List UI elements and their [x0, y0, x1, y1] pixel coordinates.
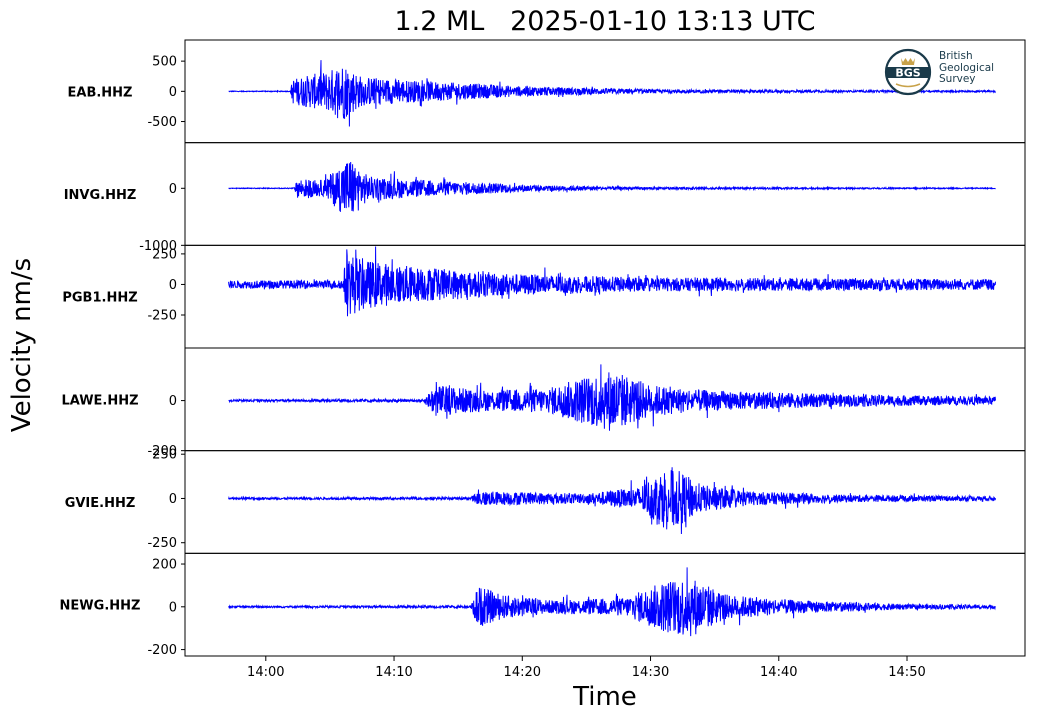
waveform-series — [228, 567, 996, 637]
chart-title: 1.2 ML 2025-01-10 13:13 UTC — [394, 6, 816, 37]
waveform-series — [228, 246, 996, 317]
x-tick-label: 14:20 — [504, 665, 541, 680]
panel-eab-hhz: 500 0 -500 EAB.HHZ — [68, 39, 1026, 144]
bgs-logo: BGS British Geological Survey — [884, 46, 1009, 96]
y-tick-label: -1000 — [139, 239, 177, 254]
panel-frame — [184, 552, 1026, 657]
x-axis-label: Time — [573, 682, 637, 712]
panel-invg-hhz: 0 -1000 INVG.HHZ — [64, 142, 1026, 254]
y-tick-label: 250 — [152, 448, 177, 463]
station-label: GVIE.HHZ — [65, 496, 136, 511]
x-tick-label: 14:10 — [375, 665, 412, 680]
waveform-series — [228, 467, 996, 535]
y-axis-label: Velocity nm/s — [7, 257, 37, 433]
panel-pgb1-hhz: 250 0 -250 PGB1.HHZ — [62, 244, 1026, 349]
y-tick-label: 0 — [169, 182, 177, 197]
panel-lawe-hhz: 0 -200 LAWE.HHZ — [61, 347, 1026, 459]
y-tick-label: 200 — [152, 558, 177, 573]
x-tick-label: 14:40 — [760, 665, 797, 680]
logo-monogram: BGS — [895, 67, 920, 80]
waveform-series — [228, 60, 996, 127]
station-label: LAWE.HHZ — [61, 393, 138, 408]
y-tick-label: 0 — [169, 492, 177, 507]
panel-newg-hhz: 200 0 -200 NEWG.HHZ — [60, 552, 1026, 658]
waveform-series — [228, 364, 996, 431]
panel-frame — [184, 244, 1026, 349]
logo-line-3: Survey — [939, 73, 976, 85]
station-label: PGB1.HHZ — [62, 291, 137, 306]
panel-gvie-hhz: 250 0 -250 GVIE.HHZ — [65, 448, 1026, 554]
y-tick-label: 0 — [169, 394, 177, 409]
y-tick-label: 0 — [169, 600, 177, 615]
y-tick-label: 0 — [169, 278, 177, 293]
logo-line-2: Geological — [939, 61, 995, 74]
waveform-series — [228, 161, 996, 212]
x-tick-label: 14:00 — [247, 665, 284, 680]
y-tick-label: 0 — [169, 85, 177, 100]
station-label: NEWG.HHZ — [60, 599, 141, 614]
station-label: EAB.HHZ — [68, 85, 133, 100]
y-tick-label: -200 — [147, 643, 177, 658]
y-tick-label: -200 — [147, 444, 177, 459]
station-label: INVG.HHZ — [64, 188, 137, 203]
bgs-emblem-icon: BGS — [884, 48, 932, 96]
x-tick-label: 14:30 — [632, 665, 669, 680]
y-tick-label: -250 — [147, 309, 177, 324]
y-tick-label: -500 — [147, 115, 177, 130]
y-tick-label: 500 — [152, 55, 177, 70]
x-tick-label: 14:50 — [888, 665, 925, 680]
logo-line-1: British — [939, 50, 973, 62]
y-tick-label: 250 — [152, 247, 177, 262]
y-tick-label: -250 — [147, 536, 177, 551]
